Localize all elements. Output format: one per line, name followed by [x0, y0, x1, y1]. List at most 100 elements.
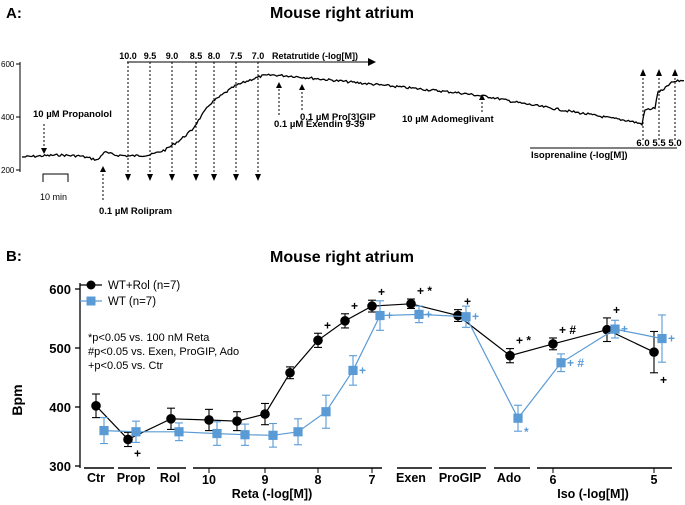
- x-tick-label: 10: [202, 473, 216, 487]
- adomeglivant-annotation: 10 µM Adomeglivant: [402, 114, 495, 125]
- iso-dose-label: 5.0: [668, 138, 681, 149]
- x-group-label: ProGIP: [439, 471, 481, 485]
- data-point: [174, 427, 184, 437]
- reta-dose-arrowhead: [169, 174, 175, 181]
- x-tick-label: 7: [369, 473, 376, 487]
- y-tick-label: 500: [49, 341, 71, 356]
- series-wt-rol: ++++ + *++ *+ #++: [91, 284, 667, 461]
- significance-mark: +: [425, 307, 432, 321]
- data-point: [602, 324, 612, 335]
- data-point: [285, 367, 295, 378]
- legend-marker-wt: [86, 296, 96, 306]
- y-tick-label: 400: [49, 400, 71, 415]
- panel-a: A: Mouse right atrium 600 400 200 10 min…: [1, 5, 685, 217]
- data-point: [505, 350, 515, 361]
- note-star: *p<0.05 vs. 100 nM Reta: [88, 332, 210, 344]
- data-point: [340, 316, 350, 326]
- data-point: [204, 415, 214, 425]
- x-group-label: Ado: [497, 471, 522, 485]
- legend-label-wt: WT (n=7): [108, 296, 156, 308]
- significance-mark: +: [324, 318, 331, 332]
- x-tick-label: 8: [315, 473, 322, 487]
- significance-mark: + *: [417, 284, 432, 298]
- iso-dose-label: 5.5: [652, 138, 666, 149]
- data-point: [649, 347, 659, 357]
- significance-mark: + #: [559, 323, 576, 337]
- reta-dose-arrowhead: [193, 174, 199, 181]
- data-point: [260, 409, 270, 419]
- series-wt: + + + + * + # + +: [99, 300, 675, 448]
- data-point: [367, 301, 377, 311]
- x-group-label: Rol: [160, 471, 180, 485]
- reta-dose-arrowhead: [147, 174, 153, 181]
- x-axis: Ctr Prop Rol Reta (-log[M]) Exen ProGIP Ado Iso…: [84, 467, 672, 501]
- significance-mark: *: [524, 425, 529, 439]
- significance-mark: + #: [567, 356, 584, 370]
- data-point: [548, 339, 558, 349]
- panel-a-title: Mouse right atrium: [270, 5, 414, 22]
- y-tick-label: 600: [49, 282, 71, 297]
- significance-mark: +: [359, 363, 366, 377]
- x-group-label: Exen: [396, 471, 426, 485]
- reta-dose-label: 8.0: [208, 51, 221, 61]
- progip-arrowhead: [299, 84, 305, 90]
- reta-dose-label: 7.5: [230, 51, 243, 61]
- data-point: [212, 428, 222, 439]
- iso-dose-arrowhead: [640, 69, 646, 76]
- data-point: [91, 401, 101, 411]
- significance-mark: +: [621, 322, 628, 336]
- isoprenaline-label: Isoprenaline (-log[M]): [531, 150, 628, 161]
- x-group-label: Reta (-log[M]): [232, 487, 313, 501]
- data-point: [123, 434, 133, 445]
- reta-dose-label: 7.0: [252, 51, 265, 61]
- rolipram-arrowhead: [100, 166, 106, 172]
- significance-mark: +: [378, 285, 385, 299]
- propanolol-annotation: 10 µM Propanolol: [33, 109, 112, 120]
- rolipram-annotation: 0.1 µM Rolipram: [99, 206, 172, 217]
- reta-dose-arrowhead: [125, 174, 131, 181]
- data-point: [268, 430, 278, 440]
- data-point: [321, 407, 331, 417]
- x-group-label: Prop: [117, 471, 146, 485]
- iso-dose-arrowhead: [672, 69, 678, 76]
- y-axis-label: Bpm: [9, 384, 25, 415]
- significance-mark: +: [472, 310, 479, 324]
- data-point: [610, 324, 620, 334]
- propanolol-arrowhead: [41, 148, 47, 154]
- data-point: [131, 427, 141, 437]
- reta-dose-label: 9.0: [166, 51, 179, 61]
- panel-a-y-tick-label: 400: [1, 113, 15, 122]
- legend: WT+Rol (n=7) WT (n=7): [80, 280, 180, 308]
- exendin-annotation: 0.1 µM Exendin 9-39: [274, 119, 364, 130]
- reta-dose-label: 8.5: [190, 51, 203, 61]
- data-point: [293, 427, 303, 437]
- panel-a-y-tick-label: 600: [1, 60, 15, 69]
- panel-b-label: B:: [6, 248, 22, 265]
- chart-title: Mouse right atrium: [270, 249, 414, 266]
- data-point: [414, 309, 424, 319]
- scale-bar-label: 10 min: [40, 192, 67, 202]
- data-point: [348, 365, 358, 376]
- reta-dose-arrowhead: [255, 174, 261, 181]
- retatrutide-label: Retatrutide (-log[M]): [272, 51, 358, 61]
- data-point: [513, 413, 523, 423]
- data-point: [453, 310, 463, 321]
- exendin-arrowhead: [276, 82, 282, 88]
- significance-mark: +: [351, 299, 358, 313]
- data-point: [166, 414, 176, 424]
- significance-mark: +: [660, 373, 667, 387]
- iso-dose-label: 6.0: [636, 138, 649, 149]
- reta-dose-label: 10.0: [119, 51, 137, 61]
- data-point: [657, 333, 667, 344]
- note-hash: #p<0.05 vs. Exen, ProGIP, Ado: [88, 346, 239, 358]
- significance-mark: +: [464, 295, 471, 309]
- data-point: [313, 335, 323, 346]
- legend-label-wt-rol: WT+Rol (n=7): [108, 280, 180, 292]
- data-point: [99, 426, 109, 436]
- panel-a-y-tick-label: 200: [1, 166, 15, 175]
- significance-mark: +: [134, 447, 141, 461]
- retatrutide-dose-arrows: 10.0 9.5 9.0 8.5 8.0 7.5 7.0: [119, 51, 264, 181]
- y-tick-label: 300: [49, 459, 71, 474]
- series-layer: ++++ + *++ *+ #++++ + +*+ #++: [91, 284, 675, 461]
